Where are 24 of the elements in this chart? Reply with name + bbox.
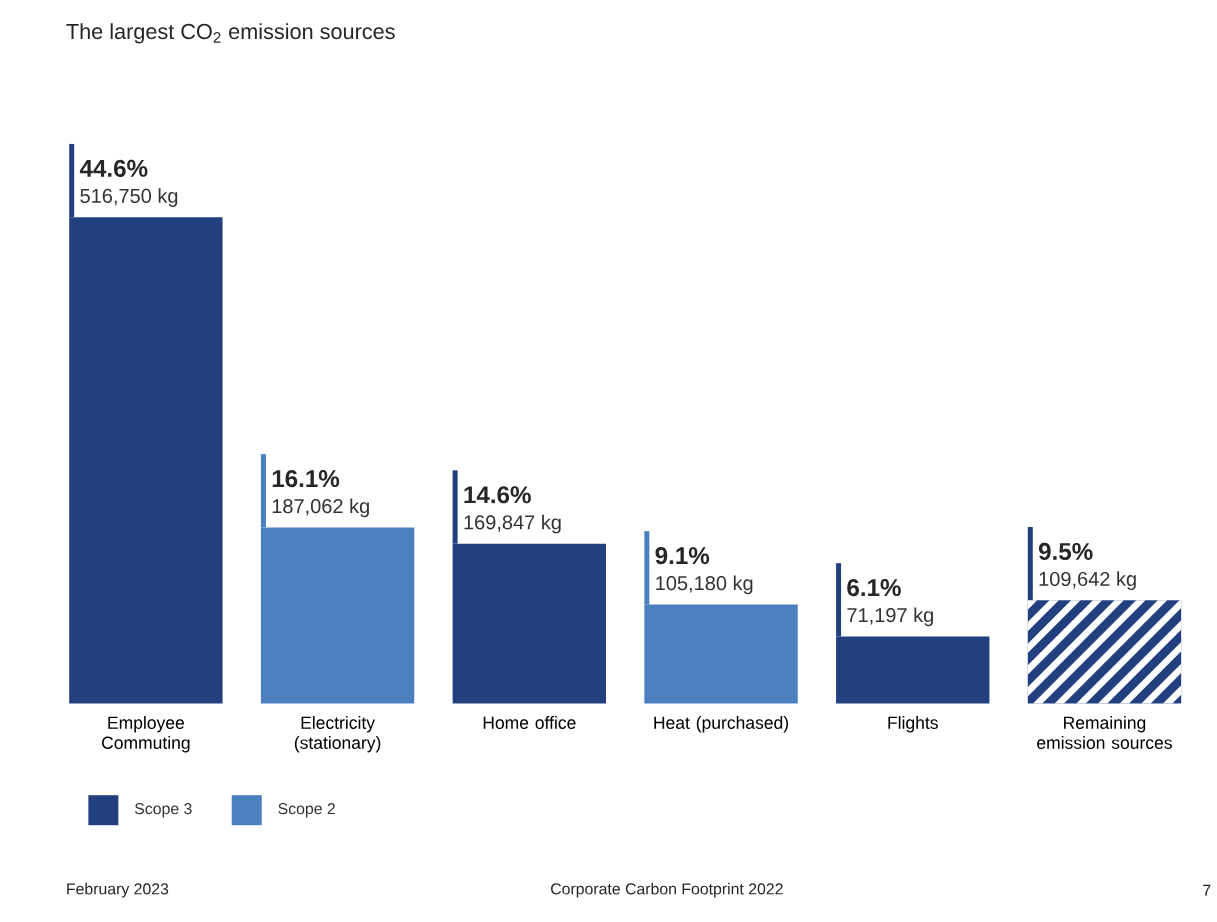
annotation: 6.1% [847, 579, 901, 597]
annotation: 14.6% [464, 486, 531, 504]
x-tick-label: Employee Commuting [102, 716, 190, 753]
text: 7 [1203, 884, 1211, 896]
x-tick-label: Electricity (stationary) [294, 716, 381, 753]
data-label: 109,642 kg [1039, 571, 1136, 591]
x-tick-label: Flights [888, 716, 938, 733]
data-label: 71,197 kg [847, 607, 933, 627]
x-tick-label: Remaining emission sources [1037, 716, 1172, 749]
chart-title: The largest CO$_{2}$ emission sources [66, 23, 395, 44]
text: 44.6% [79, 159, 148, 177]
legend-label: Scope 2 [278, 803, 335, 818]
data-label: 169,847 kg [464, 514, 561, 534]
annotation: 9.1% [655, 547, 710, 565]
data-label: 187,062 kg [272, 498, 369, 518]
text: Corporate Carbon Footprint 2022 [551, 882, 783, 898]
legend-label: Scope 3 [135, 803, 192, 818]
x-tick-label: Heat (purchased) [654, 716, 789, 733]
annotation: 9.5% [1038, 542, 1093, 561]
x-tick-label: Home office [483, 716, 576, 729]
data-label: 516,750 kg [80, 188, 178, 207]
annotation: 16.1% [272, 470, 340, 488]
data-label: 105,180 kg [656, 575, 753, 595]
text: February 2023 [67, 882, 169, 898]
